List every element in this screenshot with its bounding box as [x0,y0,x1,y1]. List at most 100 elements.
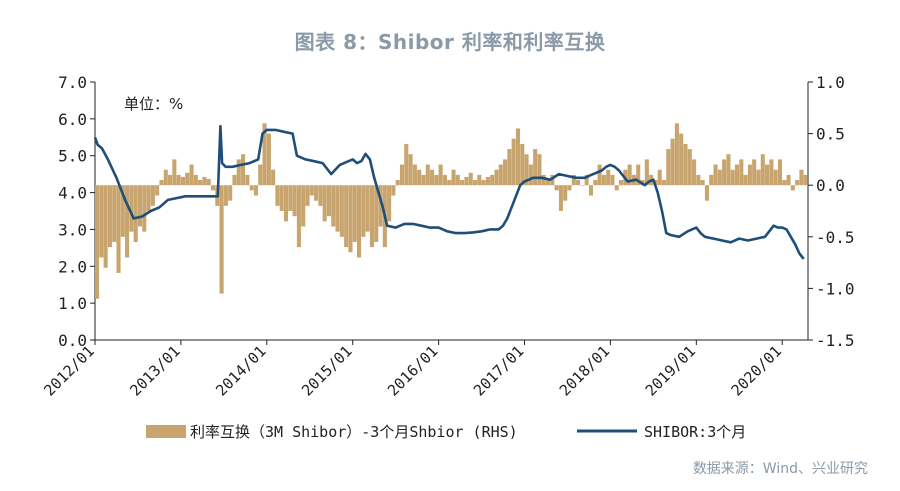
swap-bar [412,164,417,186]
swap-bar [636,164,641,186]
left-tick-label: 1.0 [58,294,87,313]
right-tick-label: 1.0 [816,73,845,92]
swap-bar [520,143,525,186]
right-tick-label: -1.0 [816,279,855,298]
swap-bar [125,185,130,258]
swap-bar [481,180,486,186]
swap-bar [408,154,413,186]
swap-bar [241,154,246,186]
swap-bar [95,185,100,299]
swap-bar [283,185,289,222]
swap-bar [103,185,108,268]
swap-bar [249,185,254,191]
swap-bar [507,149,512,186]
swap-bar [786,174,791,186]
swap-bar [322,185,327,222]
left-tick-label: 0.0 [58,331,87,350]
legend-bar-label: 利率互换（3M Shibor）-3个月Shbior (RHS) [190,423,518,441]
swap-bar [524,154,529,186]
right-tick-label: 0.5 [816,125,845,144]
swap-bar [374,185,379,242]
legend-line-label: SHIBOR:3个月 [644,423,746,441]
swap-bar [228,185,233,201]
swap-bar [219,185,224,294]
swap-bar [455,174,460,186]
swap-bar [627,164,632,186]
line-series [93,124,805,260]
swap-bar [799,169,804,186]
swap-bar [365,185,370,232]
swap-bar [425,164,430,186]
swap-bar [271,169,276,186]
swap-bar [99,185,104,258]
swap-bar [472,180,478,186]
left-tick-label: 3.0 [58,220,87,239]
swap-bar [159,180,164,186]
swap-bar [434,174,439,186]
swap-bar [511,138,516,186]
swap-bar [747,164,752,186]
swap-bar [193,174,198,186]
swap-bar [670,138,675,186]
swap-bar [189,164,194,186]
swap-bar [352,185,357,242]
left-axis-ticks: 7.0 6.0 5.0 4.0 3.0 2.0 1.0 0.0 [58,73,95,350]
swap-bar [137,185,143,227]
swap-bar [430,169,435,186]
x-tick-label: 2017/01 [470,342,527,399]
swap-bar [288,185,293,211]
swap-bar [795,180,800,186]
legend-bar-swatch [146,425,186,438]
x-tick-label: 2014/01 [212,342,269,399]
swap-bar [666,149,671,186]
swap-bar [301,185,306,227]
chart-title: 图表 8：Shibor 利率和利率互换 [294,30,606,54]
swap-bar [378,185,383,227]
swap-bar [258,164,263,186]
swap-bar [253,185,259,196]
left-tick-label: 5.0 [58,147,87,166]
swap-bar [726,154,731,186]
unit-label: 单位：% [124,95,183,113]
swap-bar [361,185,366,237]
swap-bar [266,133,271,186]
swap-bar [700,180,705,186]
swap-bar [490,174,495,186]
swap-bar [120,185,125,237]
swap-bar [262,123,267,186]
left-tick-label: 2.0 [58,257,87,276]
legend: 利率互换（3M Shibor）-3个月Shbior (RHS) SHIBOR:3… [146,423,746,441]
swap-bar [348,185,353,253]
swap-bar [580,185,585,186]
swap-bar [683,143,688,186]
swap-bar [468,172,473,186]
x-axis-ticks: 2012/01 2013/01 2014/01 2015/01 2016/01 2017/… [40,340,785,400]
x-tick-label: 2018/01 [556,342,613,399]
swap-bar [202,176,207,186]
swap-bar [116,185,121,273]
swap-bar [571,174,576,186]
swap-bar [692,159,697,186]
swap-bar [584,174,589,186]
swap-bar [460,180,465,186]
swap-bar [743,174,748,186]
swap-bar [129,185,134,232]
swap-bar [292,185,297,217]
swap-bar [533,149,538,186]
swap-bar [494,169,499,186]
swap-bar [150,185,155,206]
swap-bar [614,185,619,191]
swap-bar [335,185,340,232]
swap-bar [395,180,400,186]
x-tick-label: 2016/01 [384,342,441,399]
swap-bar [236,159,241,186]
right-axis-ticks: 1.0 0.5 0.0 -0.5 -1.0 -1.5 [808,73,855,350]
swap-bar [232,174,237,186]
swap-bar [704,185,709,201]
swap-bar [773,169,778,186]
swap-bar [657,169,662,186]
swap-bar [606,169,611,186]
swap-bar [133,185,138,242]
swap-bar [503,159,508,186]
